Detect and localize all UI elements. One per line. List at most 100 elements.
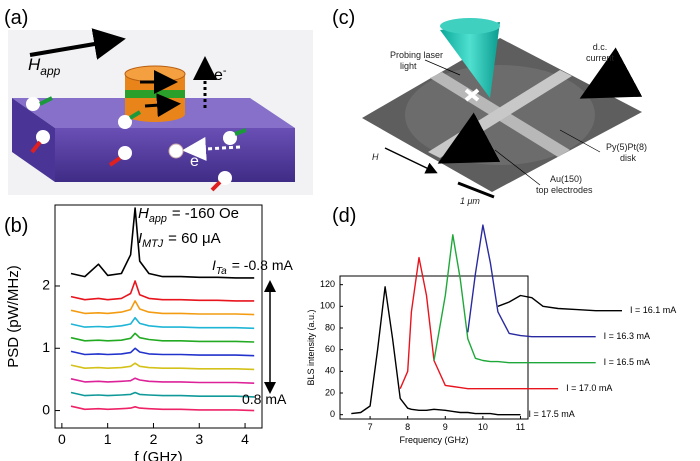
slab-side	[12, 98, 55, 182]
series-line	[70, 280, 255, 302]
panel-label: (a)	[4, 7, 28, 29]
series-line	[70, 362, 255, 371]
illustration-a: Happ e- e-	[8, 28, 313, 195]
annotation: ITa = -0.8 mA	[212, 257, 293, 277]
x-tick-label: 3	[195, 431, 203, 447]
electron-label: e-	[190, 151, 203, 170]
x-tick-label: 0	[58, 431, 66, 447]
series-label: I = 16.3 mA	[604, 331, 650, 341]
electrodes-label: Au(150)	[550, 174, 582, 184]
y-axis-label: BLS intensity (a.u.)	[306, 309, 316, 385]
annotation-symbol: H	[138, 205, 149, 222]
panel-label: (b)	[4, 215, 28, 237]
plot-frame	[54, 204, 263, 429]
electron-flow-arrow	[182, 136, 241, 161]
y-tick-label: 100	[320, 301, 335, 311]
illustration-c: Probing laser light d.c. current Py(5)Pt…	[362, 18, 647, 206]
series-line	[351, 286, 521, 416]
current-label: d.c.	[593, 42, 608, 52]
y-tick-label: 120	[320, 279, 335, 289]
series-label: I = 17.5 mA	[528, 409, 574, 419]
series-line	[70, 332, 255, 343]
x-tick-label: 4	[241, 431, 249, 447]
y-tick-label: 40	[325, 366, 335, 376]
series-line	[70, 391, 255, 398]
field-label: H	[372, 152, 379, 162]
series-line	[70, 207, 255, 279]
y-tick-label: 20	[325, 387, 335, 397]
spins	[26, 96, 247, 192]
current-label: current	[586, 53, 615, 63]
symbol: e	[214, 67, 223, 84]
field-label: Happ	[28, 55, 61, 78]
x-axis-label: Frequency (GHz)	[399, 435, 468, 445]
pointer-lines	[424, 59, 601, 186]
series-line	[433, 234, 596, 364]
y-tick-label: 1	[42, 339, 50, 355]
current-arrow	[579, 47, 643, 99]
disk-label: disk	[620, 153, 637, 163]
charge: -	[199, 151, 203, 163]
laser-label: light	[400, 61, 417, 71]
series-line	[70, 405, 255, 412]
plot-frame	[339, 275, 529, 420]
charge: -	[223, 65, 227, 77]
annotation-symbol: I	[212, 257, 216, 273]
pillar	[124, 65, 186, 122]
current-arrow	[437, 112, 501, 164]
annotation-symbol: I	[138, 230, 142, 247]
x-tick-label: 2	[150, 431, 158, 447]
scale-label: 1 μm	[460, 196, 480, 206]
series-label: I = 16.1 mA	[630, 305, 676, 315]
y-tick-label: 0	[42, 401, 50, 417]
series-label: I = 17.0 mA	[566, 383, 612, 393]
laser-cone	[440, 22, 500, 98]
series-line	[399, 256, 559, 390]
laser-cone-top	[440, 18, 500, 34]
annotation: IMTJ = 60 μA	[138, 230, 221, 250]
annotation-subscript: MTJ	[142, 238, 164, 250]
x-tick-label: 11	[516, 422, 525, 432]
series-line	[467, 224, 596, 338]
annotation-subscript: Ta	[216, 266, 227, 277]
x-tick-label: 8	[405, 422, 410, 432]
disk-label: Py(5)Pt(8)	[606, 142, 647, 152]
electrodes-label: top electrodes	[536, 185, 593, 195]
series-line	[70, 347, 255, 357]
y-tick-label: 0	[330, 409, 335, 419]
y-tick-label: 60	[325, 344, 335, 354]
electron-label: e-	[214, 65, 227, 84]
symbol: e	[190, 153, 199, 170]
field-arrow	[384, 147, 438, 174]
annotation: 0.8 mA	[242, 391, 287, 407]
field-arrow	[29, 28, 126, 60]
annotation-text: = 60 μA	[168, 230, 220, 247]
y-tick-label: 2	[42, 277, 50, 293]
annotation-text: 0.8 mA	[242, 391, 287, 407]
series-line	[497, 294, 622, 312]
subscript: app	[40, 64, 60, 78]
x-tick-label: 1	[104, 431, 112, 447]
symbol: H	[28, 55, 41, 74]
series-label: I = 16.5 mA	[604, 357, 650, 367]
x-tick-label: 9	[443, 422, 448, 432]
y-axis-label: PSD (pW/MHz)	[5, 265, 22, 368]
panel-label: (d)	[332, 205, 356, 227]
series-line	[70, 316, 255, 330]
series-line	[70, 377, 255, 384]
x-axis-label: f (GHz)	[134, 449, 182, 461]
annotation-text: = -0.8 mA	[232, 257, 294, 273]
x-tick-label: 7	[368, 422, 373, 432]
focus-mark	[464, 88, 480, 102]
annotation-text: = -160 Oe	[172, 205, 239, 222]
laser-label: Probing laser	[390, 50, 443, 60]
annotation-subscript: app	[149, 213, 167, 225]
y-tick-label: 80	[325, 322, 335, 332]
scale-bar	[457, 181, 495, 199]
series-line	[70, 300, 255, 316]
annotation: Happ = -160 Oe	[138, 205, 239, 225]
panel-label: (c)	[332, 7, 355, 29]
x-tick-label: 10	[478, 422, 488, 432]
